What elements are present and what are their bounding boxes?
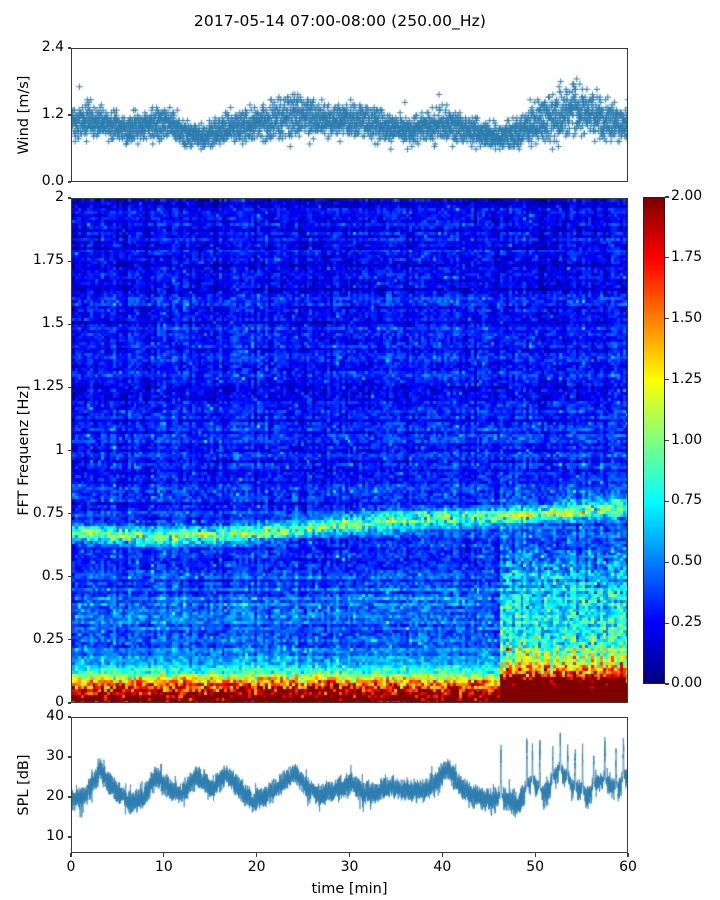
y-tick-label: 1.2 — [41, 106, 64, 122]
spectrogram-colorbar — [643, 197, 665, 684]
colorbar-tick-mark — [665, 500, 669, 502]
x-tick-mark — [441, 853, 443, 857]
y-tick-mark — [67, 716, 71, 718]
x-tick-label: 60 — [619, 859, 637, 875]
x-tick-label: 50 — [526, 859, 545, 875]
y-tick-mark — [67, 702, 71, 704]
x-tick-mark — [348, 853, 351, 857]
x-tick-label: 0 — [66, 859, 76, 875]
y-tick-label: 20 — [46, 788, 64, 804]
y-tick-mark — [67, 386, 71, 388]
y-tick-label: 0.5 — [41, 567, 64, 584]
colorbar-tick-label: 0.50 — [671, 553, 703, 570]
x-tick-mark — [70, 853, 72, 857]
colorbar-tick-label: 1.00 — [671, 431, 703, 448]
x-tick-mark — [256, 853, 258, 857]
y-tick-mark — [67, 796, 71, 798]
spectrogram-image — [72, 199, 627, 702]
colorbar-tick-mark — [665, 196, 669, 198]
wind-speed-panel — [71, 48, 628, 182]
colorbar-tick-label: 1.50 — [671, 309, 703, 326]
time-axis-label: time [min] — [311, 881, 388, 897]
x-tick-label: 10 — [154, 859, 173, 875]
colorbar-tick-label: 0.00 — [671, 675, 703, 691]
x-tick-label: 20 — [247, 859, 266, 875]
x-tick-mark — [627, 853, 629, 857]
colorbar-tick-mark — [665, 379, 669, 381]
colorbar-tick-mark — [665, 257, 669, 259]
colorbar-tick-mark — [665, 561, 669, 563]
y-tick-label: 30 — [46, 748, 64, 764]
colorbar-tick-label: 0.25 — [671, 614, 703, 631]
wind-scatter-canvas — [72, 49, 627, 181]
colorbar-tick-label: 0.75 — [671, 492, 703, 509]
y-tick-mark — [67, 197, 71, 199]
y-tick-mark — [67, 639, 71, 641]
figure-title: 2017-05-14 07:00-08:00 (250.00_Hz) — [193, 12, 487, 30]
x-tick-label: 40 — [433, 859, 452, 875]
y-tick-mark — [67, 449, 71, 452]
y-tick-mark — [67, 513, 71, 515]
x-tick-label: 30 — [340, 859, 359, 875]
colorbar-tick-label: 1.75 — [671, 248, 703, 265]
y-tick-label: 2.4 — [41, 39, 64, 55]
y-tick-label: 0.0 — [41, 173, 64, 189]
y-tick-label: 40 — [46, 708, 64, 724]
y-tick-mark — [67, 576, 71, 578]
colorbar-gradient — [644, 198, 664, 683]
y-tick-label: 0 — [55, 694, 64, 710]
y-tick-mark — [67, 114, 71, 116]
y-tick-label: 1.25 — [32, 378, 64, 395]
colorbar-tick-label: 1.25 — [671, 370, 703, 387]
x-tick-mark — [534, 853, 536, 857]
y-tick-label: 2 — [55, 189, 64, 205]
y-tick-mark — [67, 323, 71, 325]
y-tick-label: 1.5 — [41, 315, 64, 332]
colorbar-tick-mark — [665, 683, 669, 685]
y-tick-label: 0.75 — [32, 504, 64, 521]
spectrogram-panel — [71, 198, 628, 703]
colorbar-tick-mark — [665, 318, 669, 320]
y-tick-mark — [67, 181, 71, 183]
colorbar-tick-mark — [665, 622, 669, 624]
y-tick-label: 10 — [46, 828, 64, 844]
colorbar-tick-label: 2.00 — [671, 188, 703, 204]
y-tick-label: 1 — [55, 441, 64, 458]
y-tick-mark — [67, 260, 71, 262]
y-tick-mark — [67, 836, 71, 838]
colorbar-tick-mark — [665, 439, 669, 442]
x-tick-mark — [163, 853, 165, 857]
spl-line-canvas — [72, 718, 627, 852]
spl-panel — [71, 717, 628, 853]
y-tick-mark — [67, 756, 71, 758]
y-tick-label: 0.25 — [32, 630, 64, 647]
y-tick-label: 1.75 — [32, 252, 64, 269]
y-tick-mark — [67, 47, 71, 49]
